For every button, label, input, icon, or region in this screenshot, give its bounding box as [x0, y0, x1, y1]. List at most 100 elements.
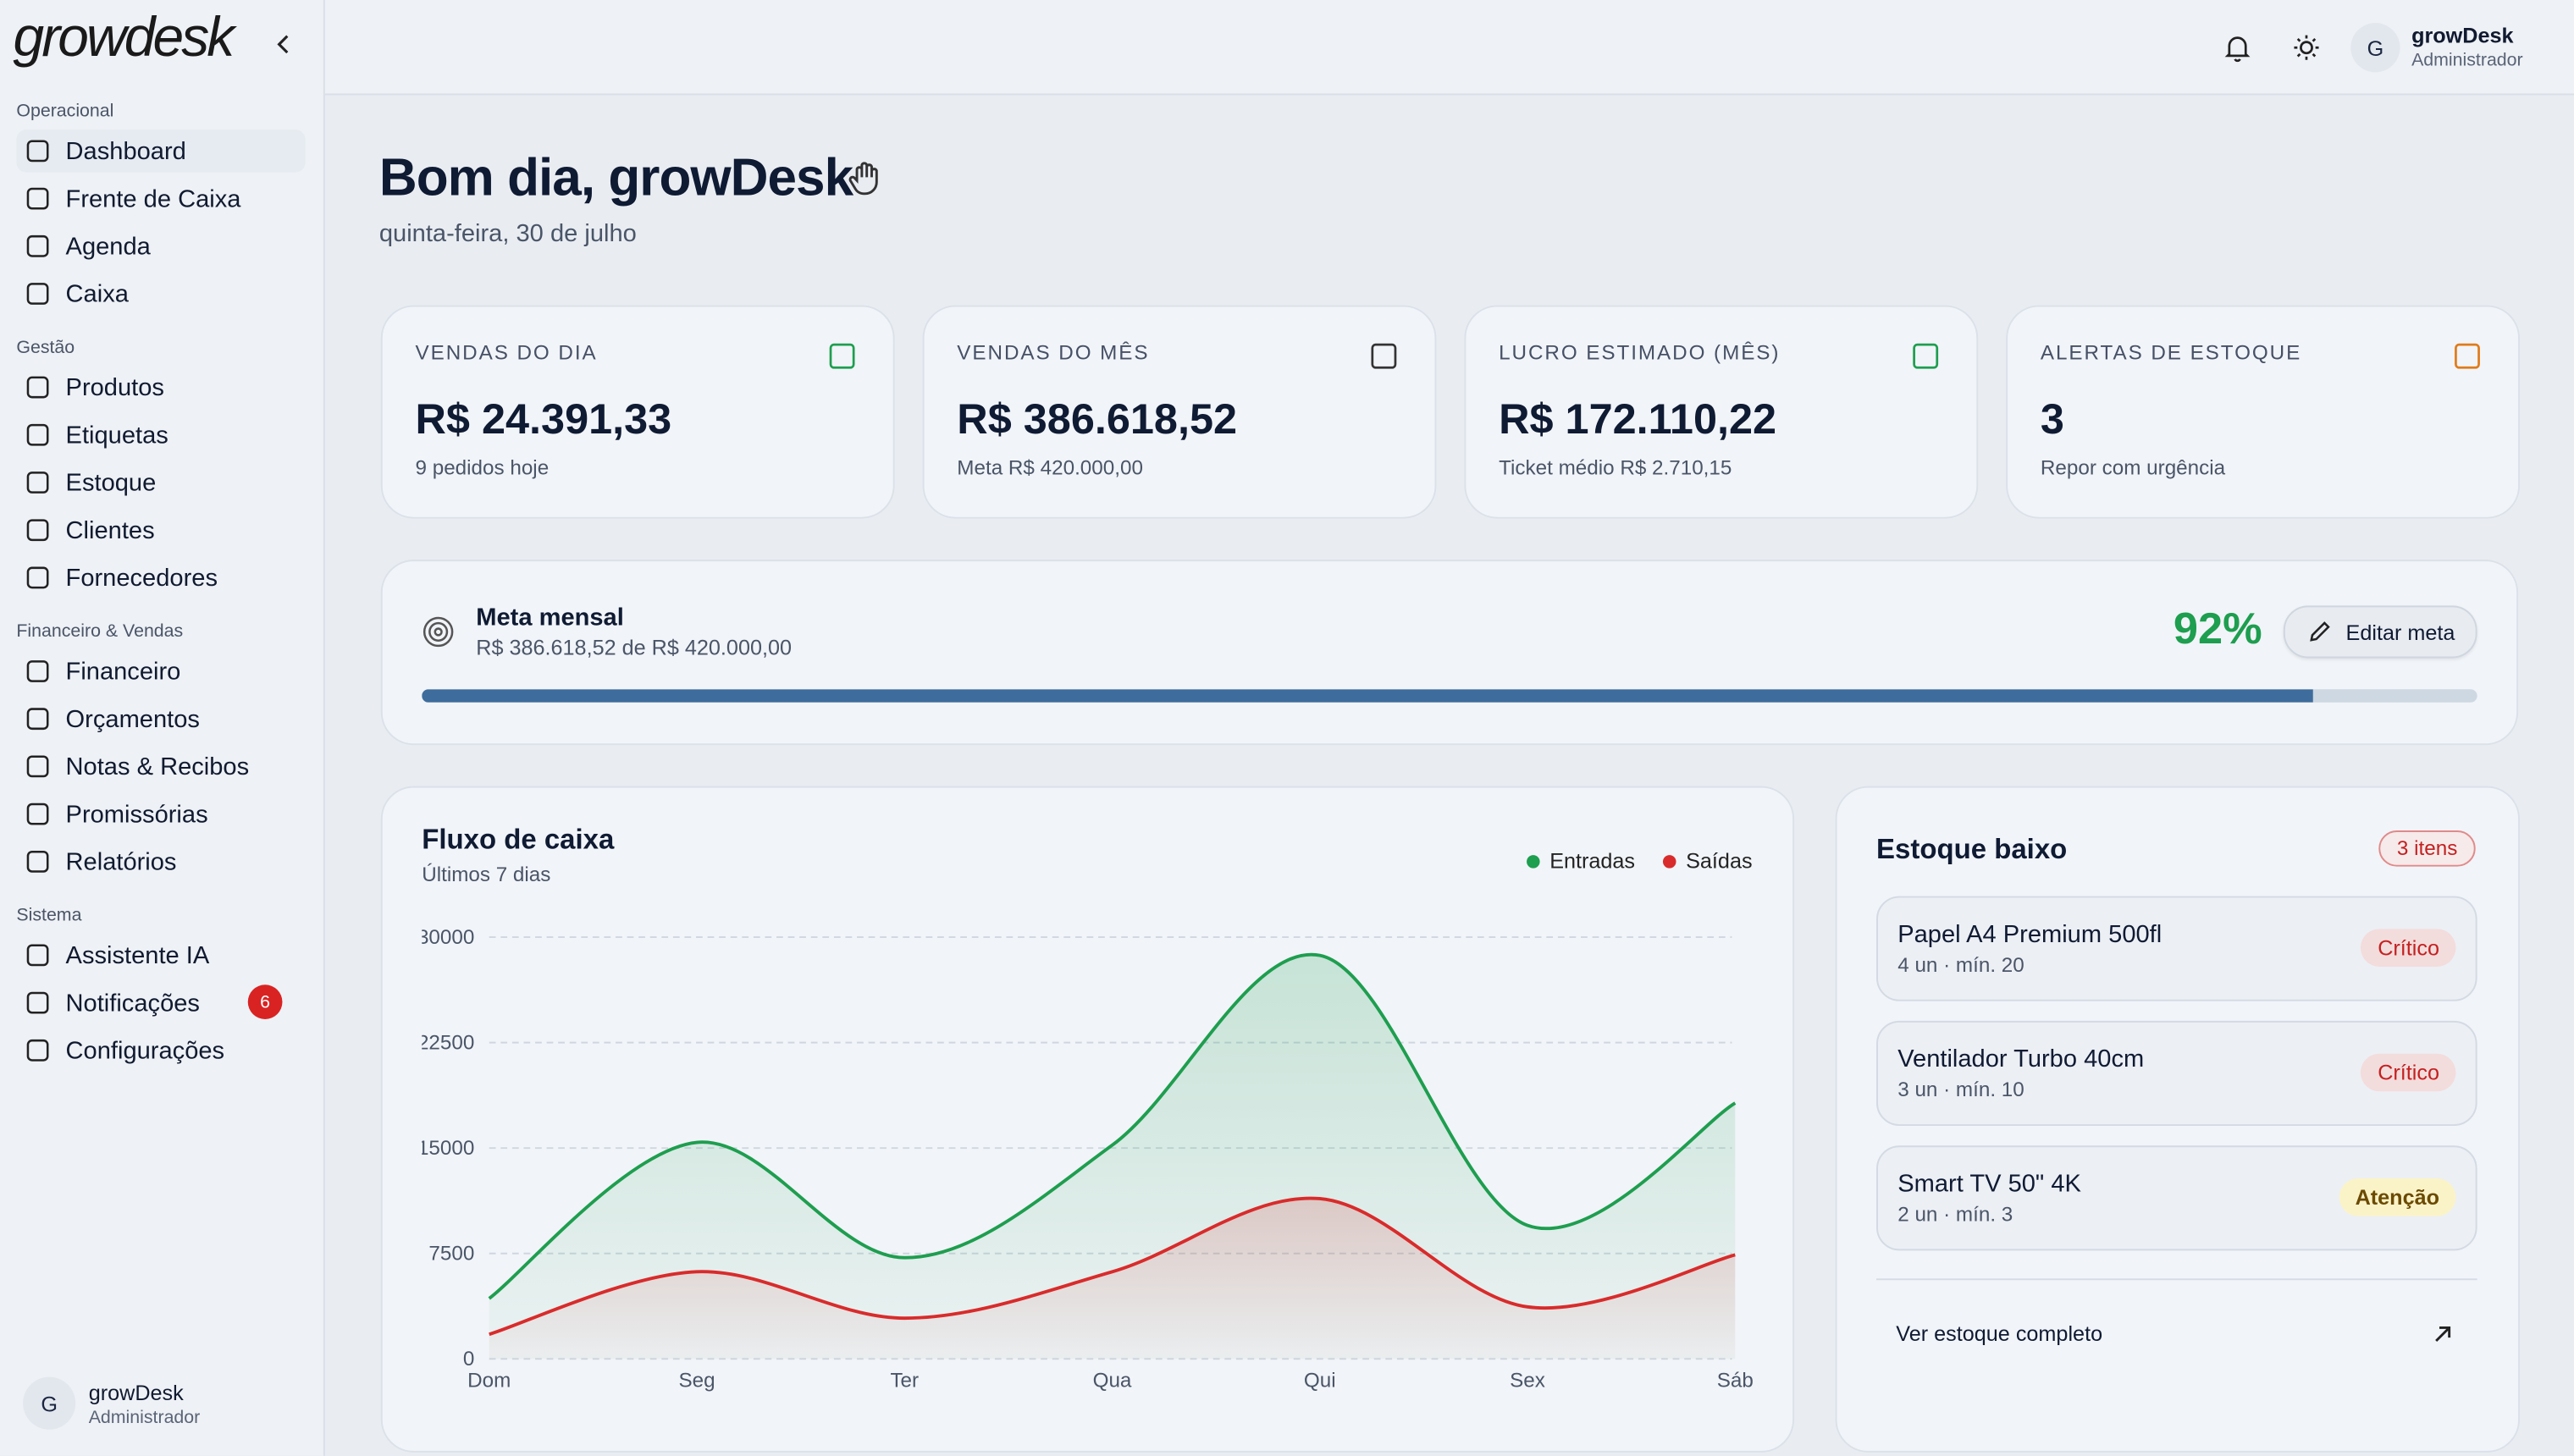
user-name: growDesk: [2411, 23, 2514, 48]
notifications-button[interactable]: [2223, 33, 2252, 63]
pencil-icon: [2310, 621, 2330, 642]
nav-icon: [26, 944, 49, 967]
theme-button[interactable]: [2292, 33, 2322, 63]
series-line: [489, 1196, 1736, 1337]
nav-label: Financeiro: [65, 657, 181, 686]
kpi-note: Meta R$ 420.000,00: [957, 455, 1143, 480]
arrow-icon[interactable]: [2431, 1323, 2454, 1346]
nav-item[interactable]: Promissórias: [16, 792, 305, 835]
nav-item[interactable]: Estoque: [16, 461, 305, 504]
nav-item[interactable]: Dashboard: [16, 130, 306, 173]
nav-label: Frente de Caixa: [65, 185, 241, 213]
sidebar: growdesk Operacional Dashboard Frente de C…: [0, 0, 325, 1456]
nav-item[interactable]: Financeiro: [16, 650, 305, 692]
kpi-icon: [826, 339, 859, 372]
stock-item-detail: 2 un · mín. 3: [1897, 1203, 2013, 1227]
goal-progress: [422, 689, 2313, 703]
kpi-icon-shape: [2455, 343, 2480, 369]
kpi-value: 3: [2040, 394, 2064, 444]
nav-item[interactable]: Relatórios: [16, 841, 305, 883]
x-tick-label: Seg: [678, 1369, 715, 1392]
kpi-note: Ticket médio R$ 2.710,15: [1499, 455, 1732, 480]
cash-flow-chart: Fluxo de caixa Últimos 7 dias 0 7500 15000…: [417, 823, 1754, 1392]
legend-dot: [1662, 855, 1676, 869]
nav-label: Dashboard: [65, 136, 186, 165]
x-tick-label: Dom: [467, 1369, 511, 1392]
nav-label: Estoque: [65, 468, 157, 497]
nav-item[interactable]: Configurações: [16, 1029, 305, 1072]
y-tick-label: 30000: [417, 926, 474, 949]
nav-icon: [26, 850, 49, 873]
y-tick-label: 7500: [428, 1242, 474, 1265]
stock-title: Estoque baixo: [1876, 833, 2068, 865]
edit-goal-button[interactable]: Editar meta: [2283, 605, 2477, 659]
kpi-icon: [2451, 339, 2484, 372]
nav-item[interactable]: Agenda: [16, 225, 305, 267]
greeting: Bom dia, growDesk: [378, 147, 853, 207]
legend-label: Saídas: [1686, 850, 1752, 874]
nav-item[interactable]: Caixa: [16, 273, 305, 315]
kpi-icon-shape: [829, 343, 855, 369]
nav-icon: [26, 802, 49, 825]
collapse-button[interactable]: [273, 33, 296, 56]
nav-icon: [26, 376, 49, 399]
nav-item[interactable]: Notificações 6: [16, 981, 305, 1023]
nav-item[interactable]: Orçamentos: [16, 698, 305, 740]
goal-track: [422, 689, 2477, 703]
stock-item-name: Papel A4 Premium 500fl: [1897, 920, 2162, 949]
nav-label: Produtos: [65, 373, 164, 402]
kpi-icon-shape: [1913, 343, 1939, 369]
kpi-card: [922, 305, 1437, 519]
nav-icon: [26, 519, 49, 542]
kpi-icon: [1367, 339, 1400, 372]
y-tick-label: 0: [463, 1348, 474, 1371]
user-name: growDesk: [88, 1380, 184, 1405]
kpi-value: R$ 386.618,52: [957, 394, 1238, 444]
user-avatar: G: [23, 1376, 76, 1430]
nav-icon: [26, 660, 49, 682]
nav-item[interactable]: Frente de Caixa: [16, 177, 305, 219]
nav-label: Notas & Recibos: [65, 752, 250, 780]
kpi-label: ALERTAS DE ESTOQUE: [2040, 341, 2302, 365]
nav-label: Clientes: [65, 516, 155, 544]
nav-item[interactable]: Produtos: [16, 366, 305, 408]
nav-label: Assistente IA: [65, 940, 210, 969]
kpi-card: [1464, 305, 1979, 519]
kpi-note: Repor com urgência: [2040, 455, 2226, 480]
date: quinta-feira, 30 de julho: [378, 219, 637, 248]
kpi-label: LUCRO ESTIMADO (MÊS): [1499, 341, 1781, 365]
nav-item[interactable]: Fornecedores: [16, 556, 305, 598]
user-avatar[interactable]: G: [2350, 23, 2400, 73]
nav-icon: [26, 423, 49, 446]
legend-dot: [1527, 855, 1540, 869]
wave-icon: [848, 162, 878, 196]
nav-label: Promissórias: [65, 800, 208, 829]
chart-subtitle: Últimos 7 dias: [422, 863, 550, 886]
nav-icon: [26, 234, 49, 257]
nav-label: Notificações: [65, 989, 200, 1018]
nav-item[interactable]: Clientes: [16, 509, 305, 551]
x-tick-label: Ter: [890, 1369, 919, 1392]
stock-item[interactable]: Papel A4 Premium 500fl 4 un · mín. 20 Crít…: [1876, 896, 2477, 1001]
nav-item[interactable]: Etiquetas: [16, 414, 305, 456]
stock-item[interactable]: Smart TV 50" 4K 2 un · mín. 3 Atenção: [1876, 1145, 2477, 1251]
chart-title: Fluxo de caixa: [422, 823, 615, 854]
goal-percent: 92%: [2173, 604, 2262, 654]
nav-icon: [26, 708, 49, 731]
stock-status: Crítico: [2361, 1053, 2456, 1092]
nav-icon: [26, 991, 49, 1014]
legend-label: Entradas: [1549, 850, 1635, 874]
y-tick-label: 22500: [417, 1031, 474, 1054]
nav-icon: [26, 472, 49, 494]
y-tick-label: 15000: [417, 1137, 474, 1160]
x-tick-label: Sex: [1510, 1369, 1545, 1392]
stock-link[interactable]: Ver estoque completo: [1896, 1321, 2103, 1346]
stock-item[interactable]: Ventilador Turbo 40cm 3 un · mín. 10 Críti…: [1876, 1020, 2477, 1127]
stock-status: Atenção: [2339, 1178, 2456, 1216]
topbar: G growDesk Administrador: [324, 0, 2574, 96]
nav-item[interactable]: Notas & Recibos: [16, 745, 305, 787]
nav-item[interactable]: Assistente IA: [16, 934, 305, 976]
kpi-label: VENDAS DO MÊS: [957, 341, 1150, 365]
